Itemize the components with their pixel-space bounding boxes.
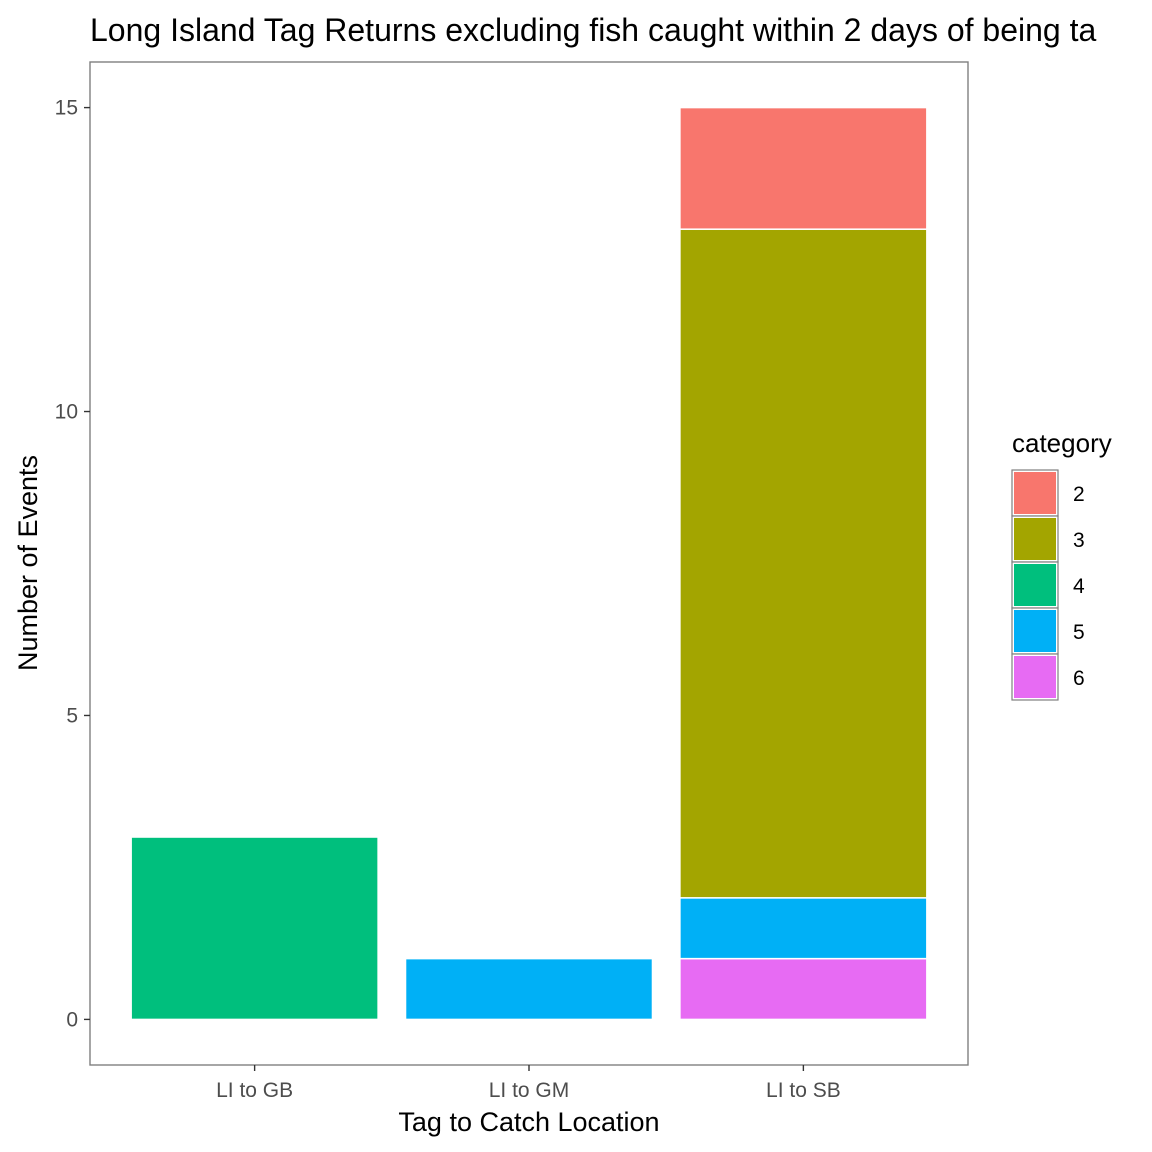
bars-layer (130, 106, 928, 1021)
x-axis: LI to GB LI to GM LI to SB (216, 1065, 841, 1102)
legend-swatch (1014, 518, 1056, 560)
legend-swatch (1014, 656, 1056, 698)
legend-label: 4 (1073, 575, 1085, 598)
y-axis: 0 5 10 15 (55, 97, 90, 1031)
legend: category 2 3 4 5 6 (1011, 428, 1112, 701)
bar-segment (130, 836, 379, 1021)
legend-swatch (1014, 472, 1056, 514)
bar-segment (679, 228, 928, 899)
y-tick-label: 5 (66, 704, 78, 727)
y-tick-label: 0 (66, 1008, 78, 1031)
bar-segment (404, 957, 654, 1021)
legend-label: 5 (1073, 621, 1085, 644)
x-tick-label: LI to GB (216, 1079, 293, 1102)
bar-segment (679, 897, 928, 960)
x-tick-label: LI to GM (489, 1079, 570, 1102)
legend-label: 3 (1073, 529, 1085, 552)
legend-label: 6 (1073, 667, 1085, 690)
legend-label: 2 (1073, 483, 1085, 506)
x-axis-title: Tag to Catch Location (398, 1107, 659, 1137)
legend-swatch (1014, 564, 1056, 606)
bar-segment (679, 106, 928, 230)
y-axis-title: Number of Events (13, 455, 43, 671)
chart-title: Long Island Tag Returns excluding fish c… (90, 12, 1096, 48)
legend-items: 2 3 4 5 6 (1011, 469, 1085, 701)
y-tick-label: 15 (55, 97, 78, 120)
x-tick-label: LI to SB (766, 1079, 841, 1102)
legend-swatch (1014, 610, 1056, 652)
bar-segment (679, 957, 928, 1021)
legend-title: category (1012, 428, 1112, 458)
y-tick-label: 10 (55, 401, 78, 424)
